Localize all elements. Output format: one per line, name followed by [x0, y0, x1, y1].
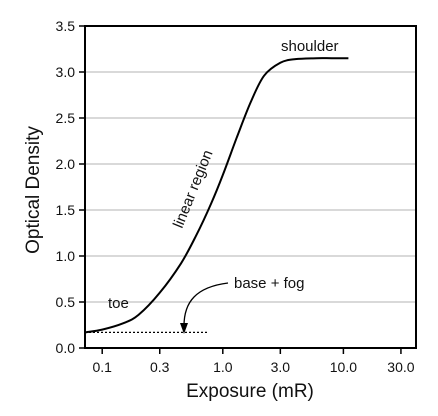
x-axis-title: Exposure (mR): [186, 381, 314, 402]
x-tick-label: 10.0: [330, 359, 357, 375]
y-tick-label: 2.5: [56, 110, 76, 126]
toe-label: toe: [108, 295, 129, 312]
y-axis-ticks: 0.0 0.5 1.0 1.5 2.0 2.5 3.0 3.5: [56, 18, 85, 356]
x-axis-ticks: 0.1 0.3 1.0 3.0 10.0 30.0: [92, 348, 415, 375]
x-tick-label: 3.0: [271, 359, 291, 375]
linear-region-label: linear region: [170, 148, 217, 231]
characteristic-curve: [84, 57, 349, 334]
grid-lines: [85, 71, 416, 303]
y-tick-label: 0.5: [56, 294, 76, 310]
x-tick-label: 1.0: [213, 359, 233, 375]
x-tick-label: 0.1: [92, 359, 112, 375]
x-tick-label: 0.3: [150, 359, 170, 375]
y-tick-label: 1.0: [56, 248, 76, 264]
shoulder-label: shoulder: [281, 38, 339, 55]
plot-frame: [84, 25, 417, 349]
base-fog-arrow: [183, 282, 229, 327]
x-tick-label: 30.0: [387, 359, 414, 375]
y-axis-title: Optical Density: [23, 126, 44, 254]
y-tick-label: 2.0: [56, 156, 76, 172]
y-tick-label: 0.0: [56, 340, 76, 356]
y-tick-label: 3.0: [56, 64, 76, 80]
base-fog-arrowhead: [180, 323, 188, 334]
y-tick-label: 1.5: [56, 202, 76, 218]
y-tick-label: 3.5: [56, 18, 76, 34]
base-fog-label: base + fog: [234, 275, 304, 292]
